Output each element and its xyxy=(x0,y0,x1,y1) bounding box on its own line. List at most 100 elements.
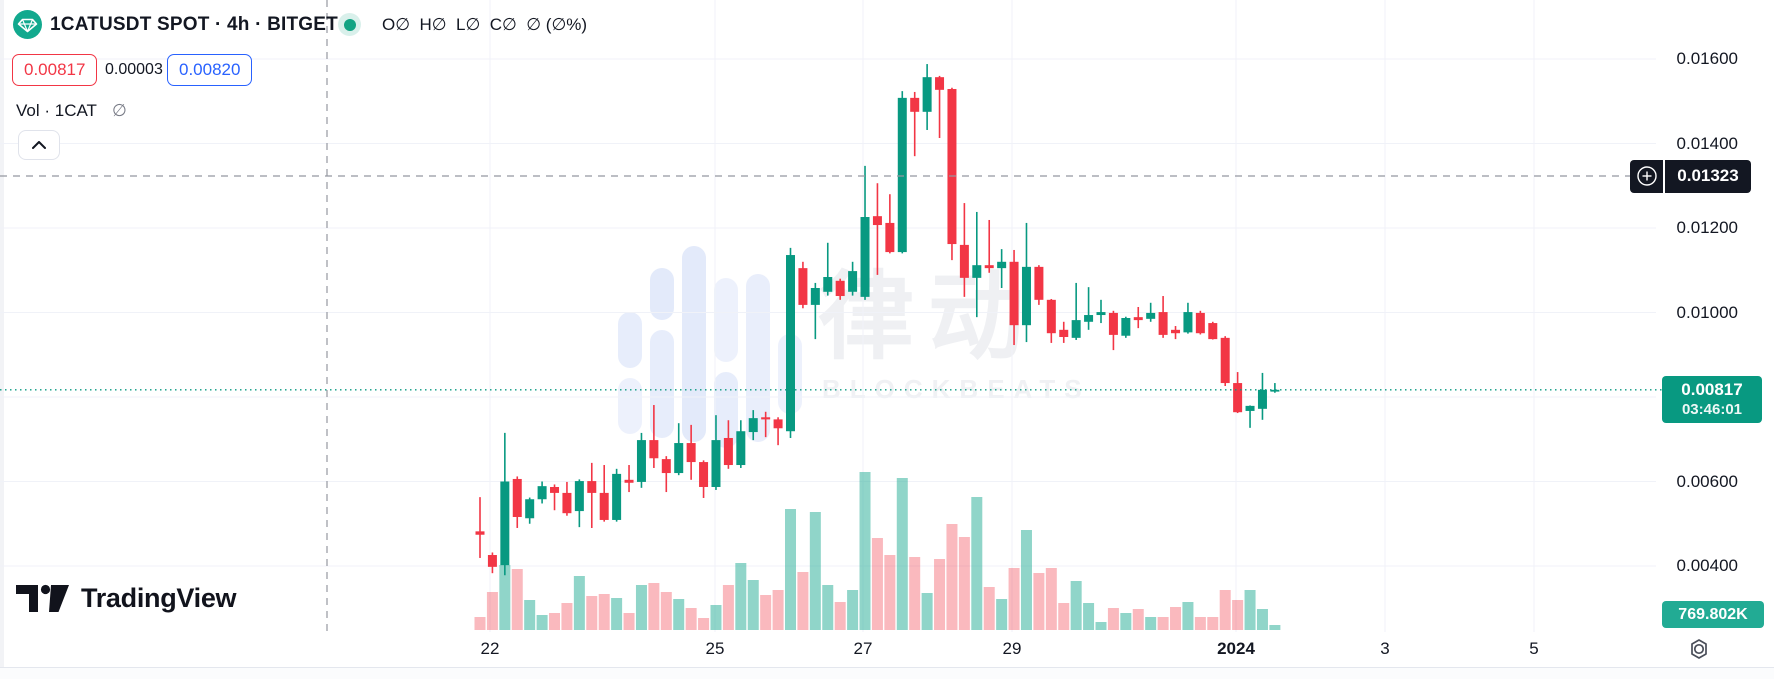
volume-bar xyxy=(1120,613,1132,630)
candle-body xyxy=(500,481,510,566)
candle-body xyxy=(1009,261,1019,326)
symbol-title[interactable]: 1CATUSDT SPOT · 4h · BITGET xyxy=(50,14,338,35)
candle-body xyxy=(1121,317,1131,336)
time-axis-label: 3 xyxy=(1380,639,1390,658)
price-open-box[interactable]: 0.00820 xyxy=(167,54,253,86)
candle-body xyxy=(1108,312,1118,335)
candle-body xyxy=(984,265,994,269)
blockbeats-watermark: 律动 BLOCKBEATS xyxy=(618,238,1088,458)
volume-bar xyxy=(611,598,623,630)
volume-bar xyxy=(586,596,598,630)
volume-bar xyxy=(1145,617,1157,630)
volume-bar xyxy=(511,569,523,630)
volume-bar xyxy=(623,613,635,630)
volume-bar xyxy=(1070,581,1082,630)
bottom-strip xyxy=(0,668,1774,679)
tradingview-logo[interactable]: TradingView xyxy=(14,580,294,616)
volume-bar xyxy=(921,593,933,630)
window-left-edge xyxy=(0,0,4,679)
volume-bar xyxy=(983,587,995,630)
volume-bar xyxy=(1033,573,1045,630)
volume-bar xyxy=(1083,603,1095,630)
candle-body xyxy=(1158,312,1168,335)
candle-body xyxy=(1046,299,1056,334)
volume-bar xyxy=(698,618,710,630)
price-change-value: 0.00003 xyxy=(105,61,163,78)
candle-body xyxy=(562,492,572,514)
candle-body xyxy=(897,97,907,253)
volume-bar xyxy=(785,509,796,630)
volume-bar xyxy=(1020,530,1032,630)
volume-bar xyxy=(635,585,647,630)
candle-body xyxy=(1257,389,1267,409)
candle-body xyxy=(1233,383,1243,413)
volume-bar xyxy=(772,590,784,630)
candle-body xyxy=(537,486,547,500)
time-axis-label: 27 xyxy=(853,639,873,658)
candle-body xyxy=(922,77,932,112)
volume-bar xyxy=(946,524,958,630)
candle-body xyxy=(972,265,982,278)
volume-bar xyxy=(1232,600,1244,630)
plus-circle-icon[interactable] xyxy=(1630,159,1663,193)
time-axis-label: 25 xyxy=(705,639,725,658)
candle-body xyxy=(810,287,820,305)
candle-body xyxy=(1133,317,1143,321)
volume-bar xyxy=(1219,590,1231,630)
volume-bar xyxy=(822,585,834,630)
volume-bar xyxy=(971,497,983,630)
crosshair-price-badge: 0.01323 xyxy=(1630,159,1751,193)
gem-icon xyxy=(13,10,42,39)
price-axis-label: 0.00600 xyxy=(1676,471,1738,491)
candle-body xyxy=(1059,329,1069,338)
bar-countdown-label: 03:46:01 xyxy=(1681,400,1743,418)
volume-bar xyxy=(573,576,585,630)
price-axis-label: 0.01200 xyxy=(1676,218,1738,237)
gear-icon[interactable] xyxy=(1684,636,1714,662)
volume-bar xyxy=(1132,609,1144,630)
volume-bar xyxy=(958,537,970,630)
time-axis[interactable]: 22 25 27 29 2024 3 5 xyxy=(0,632,1774,668)
price-axis-label: 0.01000 xyxy=(1676,302,1738,322)
candle-body xyxy=(1171,329,1181,334)
volume-legend-value: ∅ xyxy=(112,101,127,120)
volume-bar xyxy=(710,605,722,630)
candle-body xyxy=(1096,312,1106,316)
time-axis-label: 29 xyxy=(1002,639,1022,658)
volume-bar xyxy=(598,594,610,630)
candle-body xyxy=(997,261,1007,269)
volume-bar xyxy=(934,559,946,630)
candle-body xyxy=(748,418,758,433)
volume-bar xyxy=(499,565,511,630)
candle-body xyxy=(1034,266,1044,300)
time-axis-divider xyxy=(0,667,1774,668)
volume-bar xyxy=(536,615,548,630)
price-close-box[interactable]: 0.00817 xyxy=(12,54,98,86)
candle-body xyxy=(910,97,920,112)
candle-body xyxy=(674,443,684,474)
candle-body xyxy=(798,268,808,305)
collapse-legend-button[interactable] xyxy=(18,130,60,160)
time-axis-label: 22 xyxy=(480,639,500,658)
volume-bar xyxy=(1269,625,1281,630)
candle-body xyxy=(947,88,957,245)
candle-body xyxy=(1146,312,1156,319)
last-price-badge[interactable]: 0.00817 03:46:01 xyxy=(1662,375,1762,423)
price-axis[interactable]: 0.01600 0.01400 0.01200 0.01000 0.00600 0.004… xyxy=(1656,0,1774,632)
volume-bar xyxy=(648,583,660,630)
candle-body xyxy=(475,531,485,535)
tradingview-brand-text: TradingView xyxy=(81,582,237,613)
chart-legend: 1CATUSDT SPOT · 4h · BITGET O∅ H∅ L∅ C∅ … xyxy=(0,0,700,170)
candle-body xyxy=(1208,323,1218,340)
volume-bar xyxy=(1107,608,1119,630)
volume-bar xyxy=(760,595,772,630)
candle-body xyxy=(649,440,659,459)
candle-body xyxy=(848,271,858,292)
candle-body xyxy=(835,280,845,297)
candle-body xyxy=(885,222,895,253)
candle-body xyxy=(1195,312,1205,334)
candle-body xyxy=(574,481,584,512)
price-axis-label: 0.01400 xyxy=(1676,133,1738,153)
candle-body xyxy=(636,440,646,482)
